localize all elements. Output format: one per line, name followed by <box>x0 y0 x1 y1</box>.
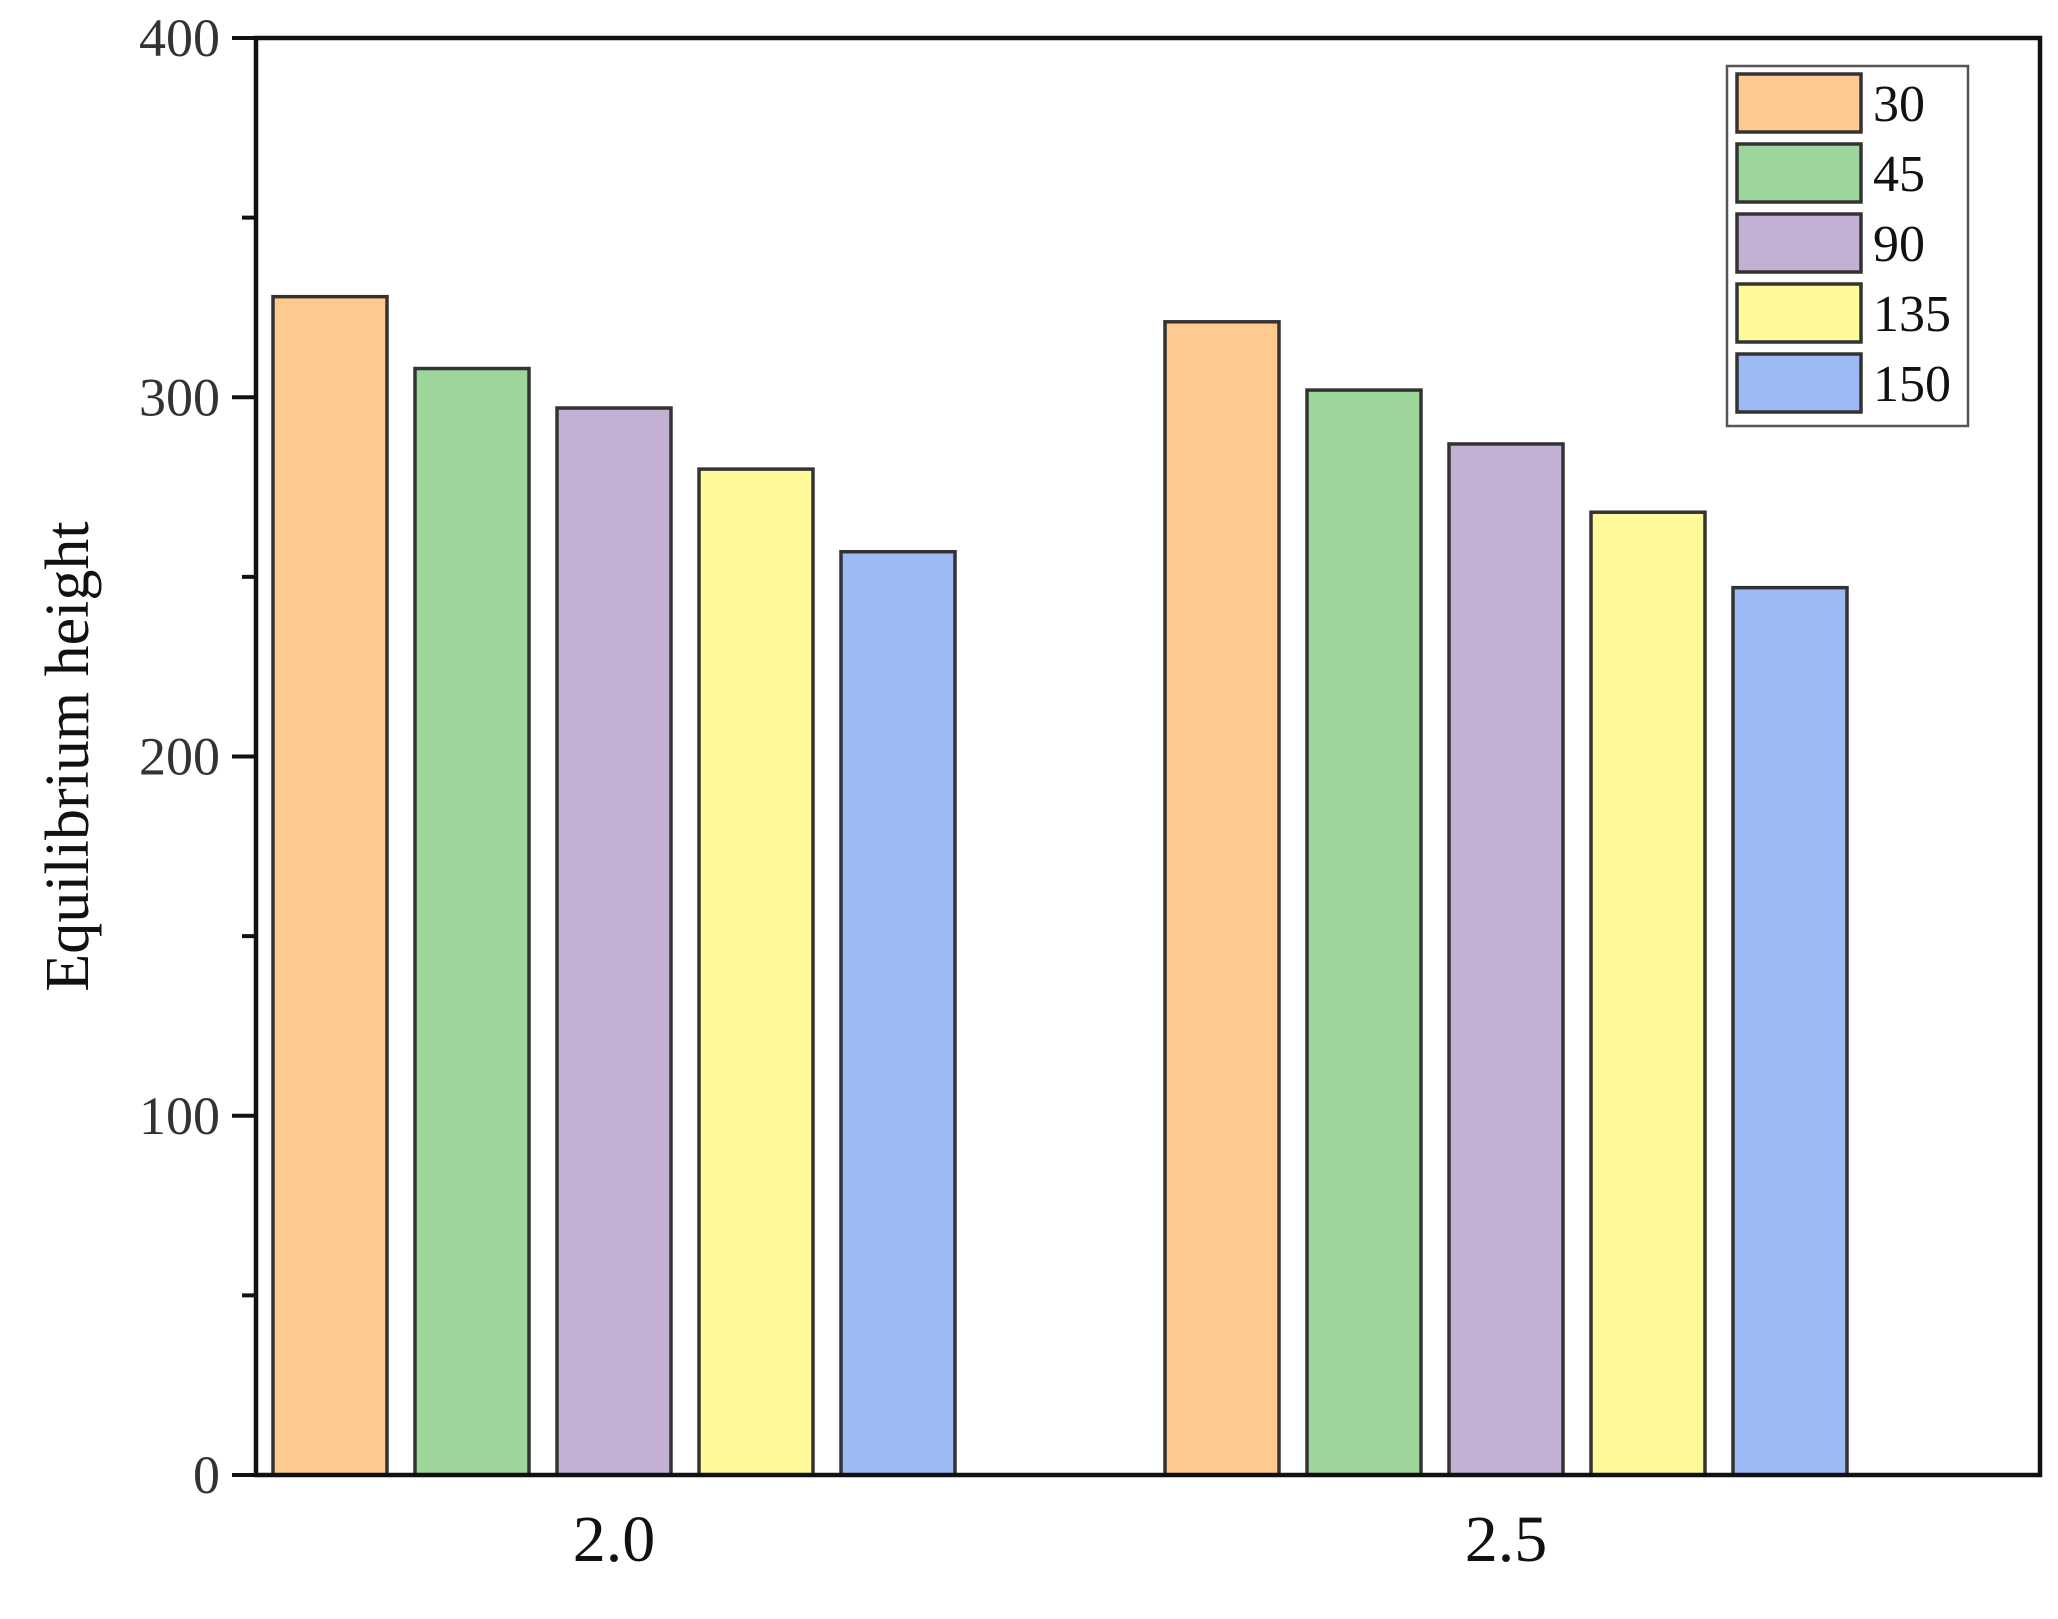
bar-2_0-135 <box>697 467 815 1477</box>
y-tick-label: 300 <box>139 367 220 427</box>
y-tick-label: 0 <box>193 1445 220 1505</box>
x-category-label: 2.5 <box>1465 1503 1548 1576</box>
bar-2_0-45 <box>413 366 531 1477</box>
legend-label-30: 30 <box>1873 76 1925 133</box>
y-axis-ticks: 0 100 200 300 400 <box>139 8 256 1505</box>
y-tick-label: 400 <box>139 8 220 68</box>
bar-2_0-150 <box>839 549 957 1477</box>
legend-swatch-90 <box>1735 212 1863 274</box>
bar-2_5-90 <box>1447 442 1565 1477</box>
x-category-label: 2.0 <box>573 1503 656 1576</box>
bar-2_5-150 <box>1731 585 1849 1477</box>
legend-label-90: 90 <box>1873 216 1925 273</box>
bar-2_0-90 <box>555 406 673 1477</box>
x-axis-labels: 2.0 2.5 <box>573 1503 1548 1576</box>
legend-label-135: 135 <box>1873 286 1951 343</box>
plot-frame <box>253 35 2043 1478</box>
y-tick-label: 200 <box>139 727 220 787</box>
bar-2_5-30 <box>1163 320 1281 1477</box>
legend-label-150: 150 <box>1873 356 1951 413</box>
bars <box>271 294 1849 1477</box>
bar-2_5-135 <box>1589 510 1707 1477</box>
legend-swatch-135 <box>1735 282 1863 344</box>
legend-swatch-45 <box>1735 142 1863 204</box>
y-axis-title-group: Equilibrium height <box>34 521 102 991</box>
legend: 30 45 90 135 150 <box>1725 64 1970 428</box>
plot-border <box>253 35 2043 1478</box>
legend-swatch-30 <box>1735 72 1863 134</box>
bar-2_5-45 <box>1305 388 1423 1477</box>
legend-swatch-150 <box>1735 352 1863 414</box>
bar-2_0-30 <box>271 294 389 1477</box>
y-tick-label: 100 <box>139 1086 220 1146</box>
legend-label-45: 45 <box>1873 146 1925 203</box>
y-axis-title: Equilibrium height <box>34 521 102 991</box>
